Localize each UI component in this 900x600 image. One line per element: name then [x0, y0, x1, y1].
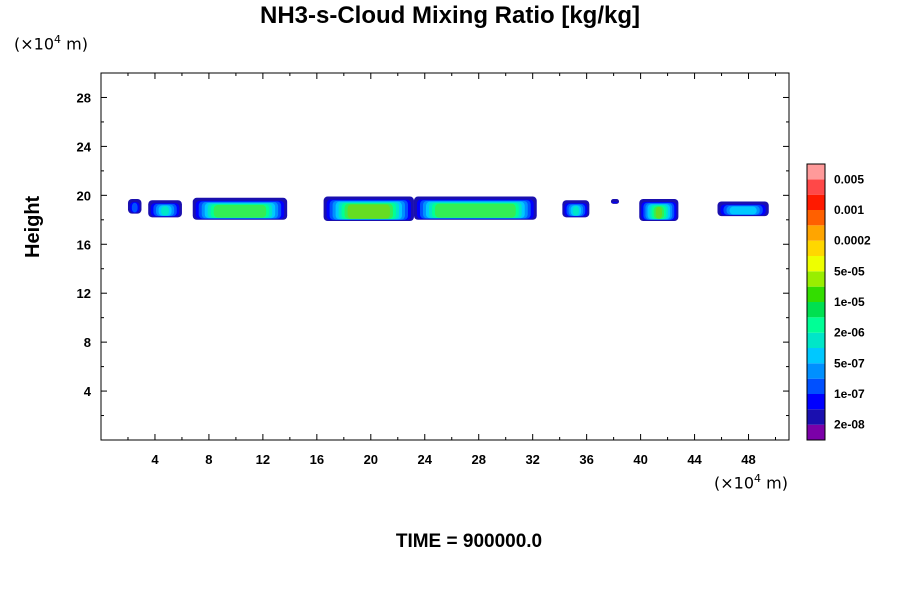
- x-tick-label: 44: [687, 452, 702, 467]
- colorbar-label: 2e-08: [834, 418, 865, 432]
- y-unit-prefix: (×10: [14, 34, 55, 54]
- colorbar-swatch: [807, 348, 825, 364]
- x-unit-prefix: (×10: [714, 473, 755, 493]
- cloud-contour-band: [434, 203, 516, 218]
- cloud-cluster: [192, 197, 288, 220]
- colorbar-frame: [806, 163, 826, 441]
- plot-frame: [100, 72, 790, 441]
- cloud-cluster: [717, 201, 769, 217]
- x-tick-label: 20: [364, 452, 378, 467]
- cloud-cluster: [127, 199, 142, 214]
- y-tick-label: 12: [77, 286, 91, 301]
- colorbar-swatch: [807, 317, 825, 333]
- cloud-cluster: [610, 199, 620, 204]
- colorbar-swatch: [807, 194, 825, 210]
- x-tick-label: 4: [151, 452, 159, 467]
- cloud-cluster: [413, 196, 537, 220]
- colorbar-swatch: [807, 332, 825, 348]
- x-tick-label: 16: [310, 452, 324, 467]
- cloud-contour-band: [161, 206, 169, 216]
- y-tick-label: 8: [84, 335, 91, 350]
- colorbar-swatch: [807, 286, 825, 302]
- time-label: TIME = 900000.0: [395, 531, 543, 552]
- x-unit-suffix: m): [761, 473, 788, 493]
- cloud-contour-band: [213, 204, 267, 218]
- cloud-contour-band: [612, 202, 618, 204]
- colorbar-swatch: [807, 164, 825, 180]
- colorbar-label: 5e-07: [834, 356, 865, 370]
- colorbar-swatch: [807, 363, 825, 379]
- colorbar-label: 1e-07: [834, 387, 865, 401]
- cloud-cluster: [148, 200, 182, 218]
- cloud-contour-band: [347, 204, 390, 219]
- colorbar-swatch: [807, 210, 825, 226]
- cloud-contour-band: [131, 202, 138, 213]
- colorbar-swatch: [807, 271, 825, 287]
- cloud-contour-band: [610, 199, 620, 204]
- colorbar-swatch: [807, 256, 825, 272]
- x-unit-exponent: 4: [754, 472, 762, 485]
- x-tick-label: 24: [418, 452, 433, 467]
- colorbar-label: 2e-06: [834, 326, 865, 340]
- cloud-contour-band: [729, 206, 757, 215]
- y-tick-label: 24: [77, 139, 92, 154]
- x-axis-unit: (×104 m): [714, 472, 788, 492]
- colorbar-swatch: [807, 424, 825, 440]
- y-tick-label: 4: [84, 384, 92, 399]
- cloud-contour-band: [572, 206, 579, 216]
- colorbar-swatch: [807, 179, 825, 195]
- y-tick-label: 28: [77, 90, 91, 105]
- colorbar-swatch: [807, 394, 825, 410]
- cloud-cluster: [562, 200, 590, 218]
- x-tick-label: 32: [525, 452, 539, 467]
- x-tick-label: 36: [579, 452, 593, 467]
- x-tick-label: 48: [741, 452, 755, 467]
- x-tick-label: 28: [471, 452, 485, 467]
- colorbar: 2e-08 1e-07 5e-07 2e-06 1e-05 5e-05 0.0002 0.00…: [806, 163, 871, 441]
- y-tick-label: 16: [77, 237, 91, 252]
- x-tick-label: 12: [256, 452, 270, 467]
- colorbar-label: 0.0002: [834, 234, 871, 248]
- x-tick-label: 8: [205, 452, 212, 467]
- y-tick-label: 20: [77, 188, 91, 203]
- chart-title: NH3-s-Cloud Mixing Ratio [kg/kg]: [260, 2, 640, 29]
- colorbar-label: 5e-05: [834, 264, 865, 278]
- colorbar-swatch: [807, 240, 825, 256]
- y-axis-unit: (×104 m): [14, 33, 88, 53]
- cloud-contour-band: [655, 206, 662, 219]
- colorbar-swatch: [807, 225, 825, 241]
- x-tick-label: 40: [633, 452, 647, 467]
- colorbar-swatch: [807, 302, 825, 318]
- y-unit-exponent: 4: [54, 33, 62, 46]
- y-unit-suffix: m): [61, 34, 88, 54]
- colorbar-label: 0.005: [834, 172, 864, 186]
- colorbar-swatch: [807, 378, 825, 394]
- cloud-cluster: [323, 196, 414, 222]
- cloud-layer: [127, 196, 769, 222]
- colorbar-label: 1e-05: [834, 295, 865, 309]
- cloud-cluster: [639, 199, 679, 222]
- colorbar-label: 0.001: [834, 203, 864, 217]
- colorbar-swatch: [807, 409, 825, 425]
